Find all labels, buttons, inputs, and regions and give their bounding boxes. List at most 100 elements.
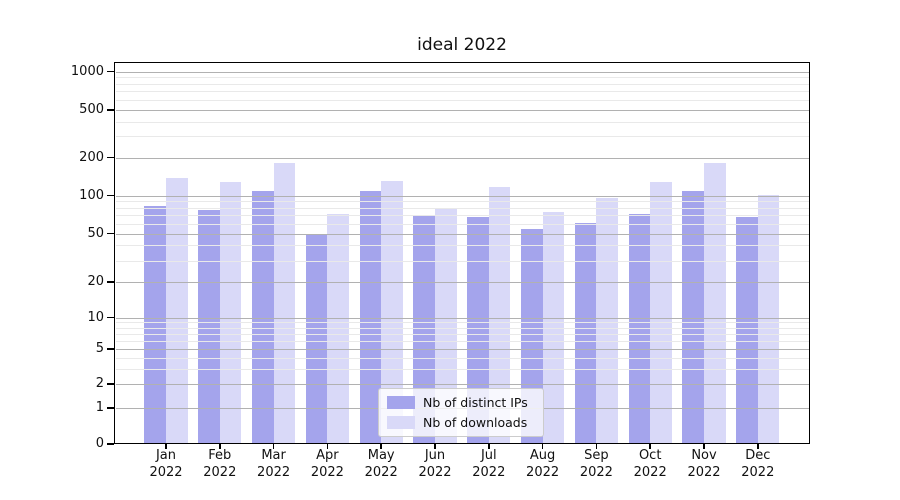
x-tick [649,444,651,449]
y-tick [107,407,114,409]
x-tick [488,444,490,449]
y-tick [107,70,114,73]
bar-distinct-ips-apr [305,234,328,444]
minor-gridline [115,77,809,79]
x-tick-label: Apr 2022 [310,448,344,480]
minor-gridline [115,322,809,324]
x-tick-label: Dec 2022 [741,448,775,480]
y-tick [107,443,114,445]
legend-label-distinct-ips: Nb of distinct IPs [423,395,528,410]
major-gridline [115,384,809,385]
x-tick [219,444,221,449]
x-tick-label: May 2022 [364,448,398,480]
y-tick-label: 200 [79,149,104,165]
x-tick [703,444,705,449]
x-tick-label: Jun 2022 [418,448,452,480]
x-tick-label: Feb 2022 [203,448,237,480]
minor-gridline [115,245,809,247]
bar-downloads-jun [435,209,457,444]
minor-gridline [115,340,809,342]
legend-item-distinct-ips: Nb of distinct IPs [387,395,535,410]
bar-downloads-mar [273,163,296,444]
bar-distinct-ips-sep [574,222,597,444]
x-tick-label: Jul 2022 [472,448,506,480]
bar-distinct-ips-mar [252,190,274,444]
minor-gridline [115,121,809,123]
minor-gridline [115,333,809,335]
y-tick-label: 5 [95,341,104,356]
x-tick [380,444,382,449]
major-gridline [115,110,809,111]
minor-gridline [115,207,809,209]
major-gridline [115,71,809,73]
legend-item-downloads: Nb of downloads [387,415,535,430]
major-gridline [115,349,809,350]
y-tick [107,109,114,111]
minor-gridline [115,260,809,262]
minor-gridline [115,357,809,359]
y-tick [107,348,114,350]
minor-gridline [115,99,809,101]
y-tick-label: 50 [87,225,104,241]
x-tick-label: Jan 2022 [149,448,183,480]
x-tick [434,444,436,449]
minor-gridline [115,223,809,225]
minor-gridline [115,201,809,203]
y-tick-label: 1 [95,400,104,415]
x-tick-label: Sep 2022 [579,448,613,480]
legend: Nb of distinct IPs Nb of downloads [378,388,544,437]
x-tick-label: Nov 2022 [687,448,721,480]
legend-swatch-distinct-ips [387,396,415,409]
y-tick-label: 20 [87,274,104,289]
bar-downloads-jan [166,177,188,444]
x-tick [757,444,759,449]
bar-distinct-ips-oct [628,214,651,444]
major-gridline [115,157,809,159]
bar-distinct-ips-feb [198,209,220,444]
legend-label-downloads: Nb of downloads [423,415,528,430]
x-tick-label: Mar 2022 [257,448,291,480]
y-tick-label: 500 [79,102,104,117]
y-tick-label: 100 [79,187,104,203]
y-tick [107,194,114,197]
bar-distinct-ips-jul [467,216,489,444]
minor-gridline [115,91,809,93]
bar-downloads-dec [757,194,780,444]
major-gridline [115,195,809,197]
chart-title: ideal 2022 [417,35,507,55]
y-tick [107,232,114,235]
minor-gridline [115,327,809,329]
minor-gridline [115,83,809,85]
minor-gridline [115,136,809,138]
bar-downloads-jul [488,187,511,444]
y-tick [107,316,114,319]
major-gridline [115,233,809,235]
x-tick [595,444,598,449]
bar-downloads-sep [596,198,618,444]
plot-area [114,62,810,444]
x-tick [326,444,329,449]
major-gridline [115,317,809,319]
y-tick [107,383,114,385]
y-tick-label: 2 [95,376,104,391]
y-tick [107,281,114,283]
bar-downloads-may [381,181,403,444]
bar-downloads-apr [327,213,349,444]
y-tick-label: 1000 [70,63,104,79]
y-tick [107,156,114,159]
legend-swatch-downloads [387,416,415,429]
minor-gridline [115,368,809,370]
x-tick [541,444,544,449]
x-tick [272,444,275,449]
bar-distinct-ips-dec [736,217,758,444]
bar-downloads-oct [650,182,672,444]
bar-downloads-feb [219,182,242,444]
x-tick-label: Aug 2022 [526,448,560,480]
x-tick [165,444,167,449]
minor-gridline [115,215,809,217]
bar-downloads-nov [704,163,726,444]
y-tick-label: 10 [87,309,104,325]
bar-distinct-ips-jun [413,215,435,444]
y-tick-label: 0 [95,436,104,451]
